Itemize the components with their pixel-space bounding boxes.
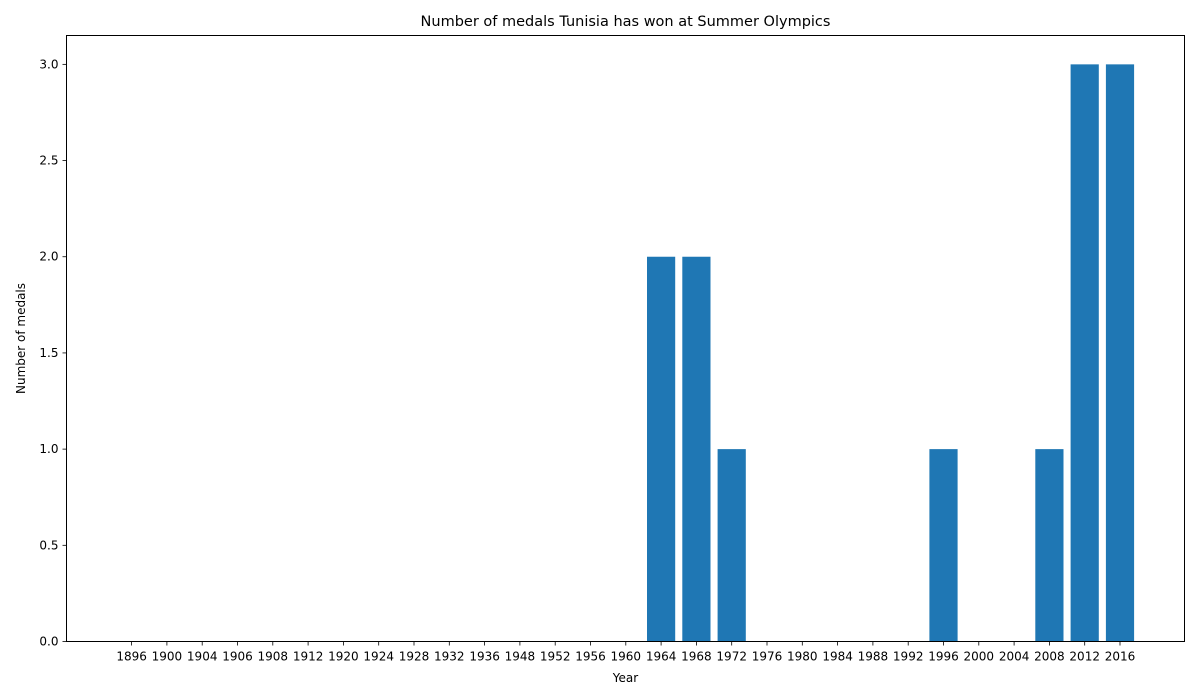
x-tick-label: 1948 — [505, 650, 536, 664]
x-tick-label: 2012 — [1069, 650, 1100, 664]
y-tick-label: 1.0 — [39, 442, 58, 456]
x-tick-label: 1912 — [293, 650, 324, 664]
x-tick-label: 1936 — [469, 650, 500, 664]
y-tick-label: 3.0 — [39, 57, 58, 71]
x-tick-label: 1928 — [399, 650, 430, 664]
y-tick-label: 2.0 — [39, 250, 58, 264]
x-tick-label: 1906 — [222, 650, 253, 664]
bar-1996 — [929, 449, 958, 642]
x-tick-label: 1984 — [822, 650, 853, 664]
x-axis: 1896 1900 1904 1906 1908 1912 1920 1924 1928 1932… — [116, 641, 1136, 664]
y-axis: 0.0 0.5 1.0 1.5 2.0 2.5 3.0 — [39, 57, 67, 649]
y-tick-label: 0.5 — [39, 538, 58, 552]
x-tick-label: 1952 — [540, 650, 571, 664]
x-tick-label: 1968 — [681, 650, 712, 664]
x-tick-label: 1980 — [787, 650, 818, 664]
bar-2008 — [1035, 449, 1064, 642]
x-tick-label: 1920 — [328, 650, 359, 664]
x-tick-label: 2008 — [1034, 650, 1065, 664]
plot-frame — [66, 35, 1185, 642]
x-tick-label: 2016 — [1105, 650, 1136, 664]
x-tick-label: 1972 — [716, 650, 747, 664]
x-axis-label: Year — [612, 671, 638, 685]
x-tick-label: 1932 — [434, 650, 465, 664]
x-tick-label: 2000 — [964, 650, 995, 664]
plot-area — [647, 64, 1135, 642]
x-tick-label: 2004 — [999, 650, 1030, 664]
bar-1964 — [647, 256, 676, 642]
y-axis-label: Number of medals — [14, 283, 28, 394]
x-tick-label: 1976 — [752, 650, 783, 664]
x-tick-label: 1924 — [363, 650, 394, 664]
chart-title: Number of medals Tunisia has won at Summ… — [421, 14, 831, 30]
y-tick-label: 2.5 — [39, 154, 58, 168]
x-tick-label: 1992 — [893, 650, 924, 664]
x-tick-label: 1904 — [187, 650, 218, 664]
x-tick-label: 1900 — [152, 650, 183, 664]
x-tick-label: 1960 — [611, 650, 642, 664]
bar-2016 — [1105, 64, 1135, 642]
x-tick-label: 1988 — [858, 650, 889, 664]
x-tick-label: 1896 — [116, 650, 147, 664]
x-tick-label: 1908 — [258, 650, 289, 664]
bar-2012 — [1070, 64, 1099, 642]
bar-1972 — [717, 449, 746, 642]
y-tick-label: 0.0 — [39, 635, 58, 649]
bar-1968 — [682, 256, 711, 642]
x-tick-label: 1956 — [575, 650, 606, 664]
x-tick-label: 1996 — [928, 650, 959, 664]
x-tick-label: 1964 — [646, 650, 677, 664]
y-tick-label: 1.5 — [39, 346, 58, 360]
